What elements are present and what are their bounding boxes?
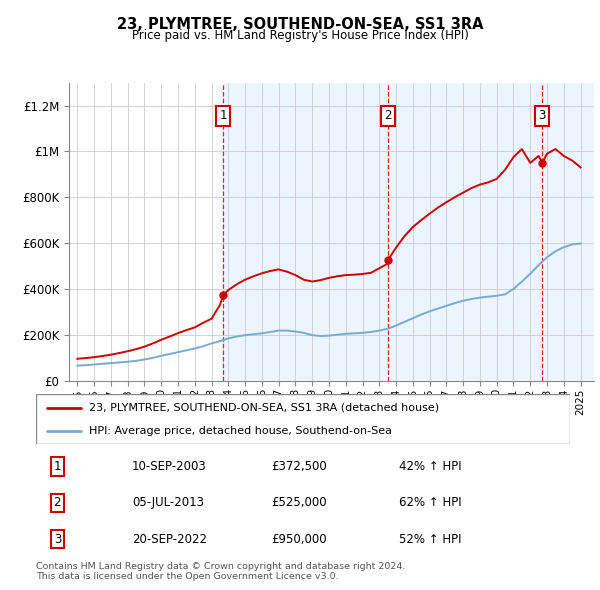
Text: 3: 3 bbox=[539, 109, 546, 122]
Text: 23, PLYMTREE, SOUTHEND-ON-SEA, SS1 3RA (detached house): 23, PLYMTREE, SOUTHEND-ON-SEA, SS1 3RA (… bbox=[89, 402, 440, 412]
Text: £525,000: £525,000 bbox=[271, 496, 326, 510]
Text: Contains HM Land Registry data © Crown copyright and database right 2024.
This d: Contains HM Land Registry data © Crown c… bbox=[36, 562, 406, 581]
Text: 1: 1 bbox=[53, 460, 61, 473]
Bar bbox=[542, 83, 594, 381]
Bar bbox=[223, 83, 388, 381]
Text: 2: 2 bbox=[384, 109, 392, 122]
Text: HPI: Average price, detached house, Southend-on-Sea: HPI: Average price, detached house, Sout… bbox=[89, 426, 392, 436]
Text: 2: 2 bbox=[53, 496, 61, 510]
Text: 52% ↑ HPI: 52% ↑ HPI bbox=[399, 533, 461, 546]
Text: 3: 3 bbox=[53, 533, 61, 546]
Text: £372,500: £372,500 bbox=[271, 460, 327, 473]
Text: 05-JUL-2013: 05-JUL-2013 bbox=[132, 496, 204, 510]
Text: 42% ↑ HPI: 42% ↑ HPI bbox=[399, 460, 462, 473]
Text: £950,000: £950,000 bbox=[271, 533, 326, 546]
Text: 23, PLYMTREE, SOUTHEND-ON-SEA, SS1 3RA: 23, PLYMTREE, SOUTHEND-ON-SEA, SS1 3RA bbox=[117, 17, 483, 31]
Text: Price paid vs. HM Land Registry's House Price Index (HPI): Price paid vs. HM Land Registry's House … bbox=[131, 30, 469, 42]
Text: 20-SEP-2022: 20-SEP-2022 bbox=[132, 533, 207, 546]
Text: 10-SEP-2003: 10-SEP-2003 bbox=[132, 460, 207, 473]
Text: 1: 1 bbox=[220, 109, 227, 122]
Bar bbox=[388, 83, 542, 381]
Text: 62% ↑ HPI: 62% ↑ HPI bbox=[399, 496, 462, 510]
